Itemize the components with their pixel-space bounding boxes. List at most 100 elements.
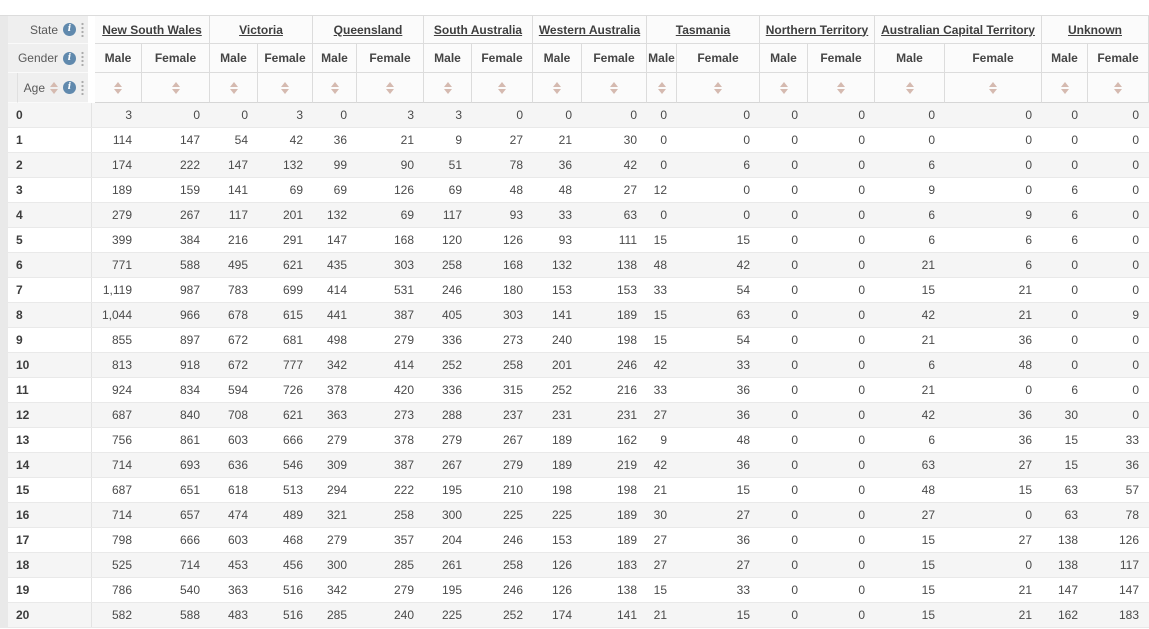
sort-icon[interactable] bbox=[1060, 81, 1069, 94]
sort-icon[interactable] bbox=[905, 81, 914, 94]
sort-icon[interactable] bbox=[330, 81, 339, 94]
sort-icon[interactable] bbox=[50, 81, 58, 94]
gender-header-male[interactable]: Male bbox=[760, 44, 808, 73]
info-icon[interactable]: i bbox=[63, 23, 76, 36]
left-gutter bbox=[0, 303, 8, 327]
gender-header-male[interactable]: Male bbox=[875, 44, 945, 73]
column-sort-cell bbox=[533, 73, 582, 103]
state-header-link[interactable]: South Australia bbox=[433, 22, 523, 37]
column-sort-cell bbox=[313, 73, 357, 103]
age-row-label[interactable]: 4 bbox=[8, 203, 92, 227]
gender-header-male[interactable]: Male bbox=[95, 44, 142, 73]
gender-header-male[interactable]: Male bbox=[210, 44, 258, 73]
age-row-label[interactable]: 18 bbox=[8, 553, 92, 577]
sort-icon[interactable] bbox=[610, 81, 618, 94]
gender-header-female[interactable]: Female bbox=[582, 44, 647, 73]
value-cell: 0 bbox=[808, 553, 875, 577]
age-row-label[interactable]: 16 bbox=[8, 503, 92, 527]
sort-icon[interactable] bbox=[714, 81, 722, 94]
value-cell: 0 bbox=[760, 103, 808, 127]
gender-header-female[interactable]: Female bbox=[357, 44, 424, 73]
age-row-label[interactable]: 5 bbox=[8, 228, 92, 252]
sort-icon[interactable] bbox=[989, 81, 997, 94]
sort-up-arrow bbox=[1114, 81, 1122, 87]
value-cell: 0 bbox=[808, 428, 875, 452]
age-row-label[interactable]: 3 bbox=[8, 178, 92, 202]
info-icon[interactable]: i bbox=[63, 51, 76, 65]
drag-handle-icon[interactable] bbox=[81, 50, 84, 66]
gender-dimension-cell[interactable]: Gender i bbox=[8, 44, 88, 73]
age-row-label[interactable]: 10 bbox=[8, 353, 92, 377]
sort-icon[interactable] bbox=[171, 81, 180, 94]
age-row-label[interactable]: 12 bbox=[8, 403, 92, 427]
age-row-label[interactable]: 19 bbox=[8, 578, 92, 602]
gender-header-male[interactable]: Male bbox=[533, 44, 582, 73]
gender-header-female[interactable]: Female bbox=[142, 44, 210, 73]
state-dimension-cell[interactable]: State i bbox=[8, 16, 88, 44]
age-row-label[interactable]: 7 bbox=[8, 278, 92, 302]
state-header-link[interactable]: Northern Territory bbox=[765, 22, 869, 37]
sort-icon[interactable] bbox=[229, 81, 238, 94]
gender-header-female[interactable]: Female bbox=[258, 44, 313, 73]
state-header-link[interactable]: Unknown bbox=[1068, 22, 1122, 37]
state-header-link[interactable]: Western Australia bbox=[538, 22, 641, 37]
age-row-label[interactable]: 1 bbox=[8, 128, 92, 152]
sort-down-arrow bbox=[114, 88, 122, 94]
gender-header-female[interactable]: Female bbox=[677, 44, 760, 73]
value-cell: 63 bbox=[1042, 503, 1088, 527]
sort-icon[interactable] bbox=[498, 81, 506, 94]
state-header-link[interactable]: New South Wales bbox=[102, 22, 202, 37]
value-cell: 279 bbox=[424, 428, 472, 452]
gender-header-male[interactable]: Male bbox=[647, 44, 677, 73]
age-row-label[interactable]: 0 bbox=[8, 103, 92, 127]
value-cell: 132 bbox=[313, 203, 357, 227]
gender-header-male[interactable]: Male bbox=[424, 44, 472, 73]
state-header-link[interactable]: Queensland bbox=[333, 22, 403, 37]
sort-up-arrow bbox=[498, 81, 506, 87]
info-icon[interactable]: i bbox=[63, 81, 76, 94]
sort-icon[interactable] bbox=[443, 81, 452, 94]
age-dimension-cell[interactable]: Age i bbox=[18, 73, 88, 103]
state-header-link[interactable]: Victoria bbox=[239, 22, 283, 37]
sort-icon[interactable] bbox=[114, 81, 122, 94]
value-cell: 6 bbox=[875, 353, 945, 377]
age-row-label[interactable]: 8 bbox=[8, 303, 92, 327]
drag-handle-icon[interactable] bbox=[81, 80, 84, 95]
value-cell: 483 bbox=[210, 603, 258, 627]
sort-icon[interactable] bbox=[779, 81, 788, 94]
value-cell: 195 bbox=[424, 478, 472, 502]
value-cell: 0 bbox=[533, 103, 582, 127]
sort-icon[interactable] bbox=[386, 81, 394, 94]
gender-header-male[interactable]: Male bbox=[1042, 44, 1088, 73]
sort-icon[interactable] bbox=[281, 81, 289, 94]
drag-handle-icon[interactable] bbox=[81, 22, 84, 37]
age-row-label[interactable]: 17 bbox=[8, 528, 92, 552]
age-row-label[interactable]: 2 bbox=[8, 153, 92, 177]
state-header-link[interactable]: Tasmania bbox=[675, 22, 731, 37]
gender-header-female[interactable]: Female bbox=[472, 44, 533, 73]
age-row-label[interactable]: 15 bbox=[8, 478, 92, 502]
sort-icon[interactable] bbox=[657, 81, 666, 94]
sort-icon[interactable] bbox=[837, 81, 845, 94]
value-cell: 21 bbox=[945, 278, 1042, 302]
age-row-label[interactable]: 20 bbox=[8, 603, 92, 627]
age-row-label[interactable]: 6 bbox=[8, 253, 92, 277]
value-cell: 42 bbox=[582, 153, 647, 177]
value-cell: 672 bbox=[210, 353, 258, 377]
age-row-label[interactable]: 14 bbox=[8, 453, 92, 477]
sort-icon[interactable] bbox=[553, 81, 561, 94]
sort-icon[interactable] bbox=[1114, 81, 1122, 94]
value-cell: 153 bbox=[582, 278, 647, 302]
age-row-label[interactable]: 13 bbox=[8, 428, 92, 452]
value-cell: 714 bbox=[95, 453, 142, 477]
value-cell: 495 bbox=[210, 253, 258, 277]
state-header-link[interactable]: Australian Capital Territory bbox=[881, 22, 1035, 37]
gender-header-female[interactable]: Female bbox=[1088, 44, 1149, 73]
age-row-label[interactable]: 11 bbox=[8, 378, 92, 402]
gender-header-male[interactable]: Male bbox=[313, 44, 357, 73]
value-cell: 303 bbox=[472, 303, 533, 327]
age-row-label[interactable]: 9 bbox=[8, 328, 92, 352]
value-cell: 336 bbox=[424, 378, 472, 402]
gender-header-female[interactable]: Female bbox=[945, 44, 1042, 73]
gender-header-female[interactable]: Female bbox=[808, 44, 875, 73]
